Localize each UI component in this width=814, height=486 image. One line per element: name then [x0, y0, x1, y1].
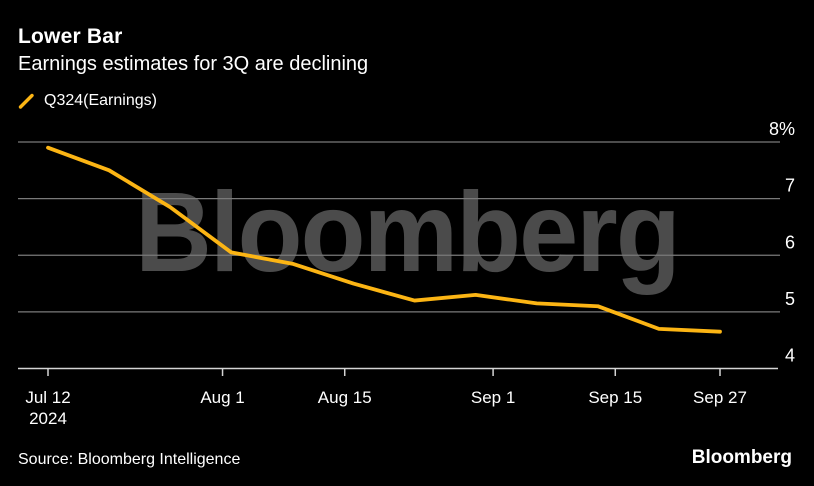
x-axis-label: Sep 15: [588, 388, 642, 407]
x-axis-label: Sep 27: [693, 388, 747, 407]
chart-title: Lower Bar: [18, 25, 123, 48]
x-axis-label: Aug 15: [318, 388, 372, 407]
y-axis-label: 7: [785, 176, 795, 196]
earnings-estimate-line: [46, 145, 722, 334]
y-axis-label: 4: [785, 346, 795, 366]
y-axis-label: 8%: [769, 119, 795, 139]
x-axis-label: Sep 1: [471, 388, 515, 407]
x-axis-label: Jul 12: [25, 388, 70, 407]
x-axis-sublabel: 2024: [29, 409, 67, 428]
y-axis-label: 6: [785, 232, 795, 252]
y-axis-label: 5: [785, 289, 795, 309]
bloomberg-logo: Bloomberg: [691, 447, 792, 468]
legend-label: Q324(Earnings): [44, 92, 157, 109]
source-attribution: Source: Bloomberg Intelligence: [18, 451, 241, 468]
x-axis-label: Aug 1: [200, 388, 244, 407]
chart-subtitle: Earnings estimates for 3Q are declining: [18, 53, 369, 75]
legend-line-marker-icon: [18, 93, 34, 109]
legend: Q324(Earnings): [18, 92, 157, 110]
